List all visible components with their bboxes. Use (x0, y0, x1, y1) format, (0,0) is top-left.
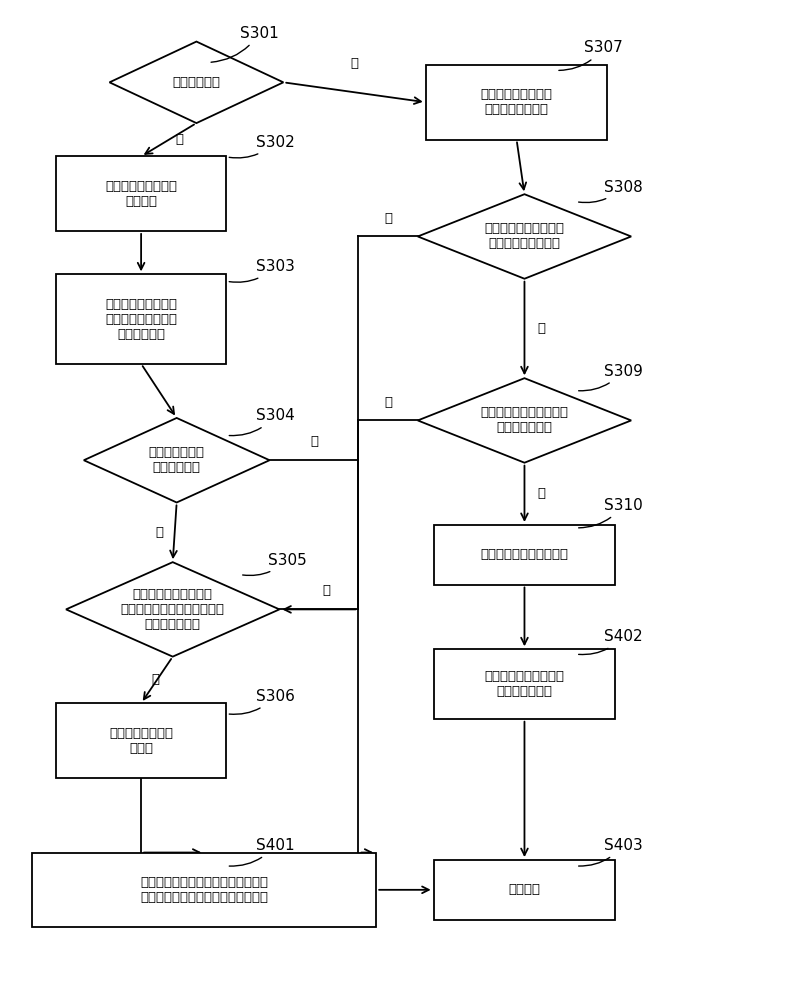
Text: 否: 否 (350, 57, 358, 70)
Text: S307: S307 (559, 40, 622, 70)
Bar (426, 65, 607, 140)
Text: 根据预设逻辑定位
故障点: 根据预设逻辑定位 故障点 (109, 727, 173, 755)
Text: 中断返回: 中断返回 (509, 883, 540, 896)
Polygon shape (110, 42, 283, 123)
Text: 将断路器状态切换至
停运状态: 将断路器状态切换至 停运状态 (105, 180, 177, 208)
Text: 根据定位的故障点，闭锁对于该故障
点的处理是冗余运行的线路保护装置: 根据定位的故障点，闭锁对于该故障 点的处理是冗余运行的线路保护装置 (140, 876, 268, 904)
Text: 是: 是 (155, 526, 163, 539)
Polygon shape (84, 418, 270, 502)
Text: 否: 否 (384, 396, 392, 409)
Text: S309: S309 (579, 364, 642, 391)
Text: 是: 是 (538, 322, 546, 335)
Bar (57, 274, 226, 364)
Text: S402: S402 (579, 629, 642, 655)
Text: 相关线路保护装置是否
存在重合闸动作信息: 相关线路保护装置是否 存在重合闸动作信息 (485, 222, 564, 250)
Text: S301: S301 (211, 26, 279, 62)
Bar (33, 853, 377, 927)
Bar (434, 649, 615, 719)
Text: S305: S305 (243, 553, 306, 575)
Text: 保护动作信息与断路器
位置信息及电流互感器电流信
息逻辑是否正确: 保护动作信息与断路器 位置信息及电流互感器电流信 息逻辑是否正确 (121, 588, 224, 631)
Bar (57, 156, 226, 231)
Text: S403: S403 (579, 838, 642, 866)
Text: 是否存在重叠保
护范围内故障: 是否存在重叠保 护范围内故障 (149, 446, 205, 474)
Bar (434, 860, 615, 920)
Text: 采集处于停运状态断
路器的两侧电流互感
器的电流信息: 采集处于停运状态断 路器的两侧电流互感 器的电流信息 (105, 298, 177, 341)
Polygon shape (418, 194, 631, 279)
Text: S308: S308 (579, 180, 642, 203)
Text: 是: 是 (151, 673, 159, 686)
Text: S401: S401 (229, 838, 295, 866)
Text: 相关线路保护是否再跳闸
且依旧存在故障: 相关线路保护是否再跳闸 且依旧存在故障 (481, 406, 568, 434)
Bar (57, 703, 226, 778)
Text: 是: 是 (538, 487, 546, 500)
Text: 否: 否 (384, 212, 392, 225)
Polygon shape (66, 562, 279, 657)
Text: 对可正常运行的断路器
执行三相重合闸: 对可正常运行的断路器 执行三相重合闸 (485, 670, 564, 698)
Bar (434, 525, 615, 585)
Text: S306: S306 (229, 689, 295, 714)
Text: 是: 是 (175, 133, 183, 146)
Text: 否: 否 (323, 584, 331, 597)
Text: 将断路器的状态切换
至非全相运行状态: 将断路器的状态切换 至非全相运行状态 (481, 88, 552, 116)
Text: S310: S310 (579, 498, 642, 528)
Text: 否: 否 (310, 435, 318, 448)
Text: 根据预设逻辑定位故障点: 根据预设逻辑定位故障点 (481, 548, 568, 561)
Text: S304: S304 (229, 408, 295, 436)
Text: S302: S302 (229, 135, 295, 158)
Polygon shape (418, 378, 631, 463)
Text: 是否三相分位: 是否三相分位 (173, 76, 220, 89)
Text: S303: S303 (229, 259, 295, 282)
